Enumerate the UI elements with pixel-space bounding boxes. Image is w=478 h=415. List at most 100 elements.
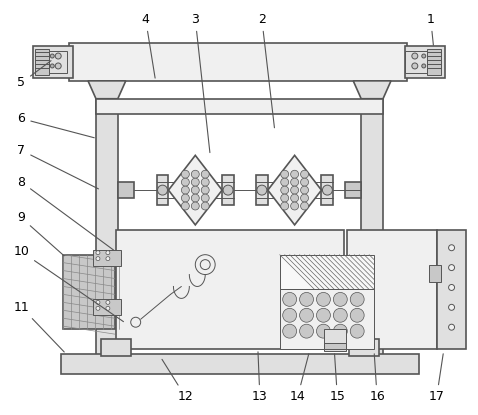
- Circle shape: [301, 186, 308, 194]
- Bar: [345, 182, 361, 198]
- Circle shape: [191, 194, 199, 202]
- Circle shape: [350, 324, 364, 338]
- Ellipse shape: [248, 281, 266, 322]
- Circle shape: [191, 178, 199, 186]
- Circle shape: [323, 185, 332, 195]
- Circle shape: [448, 245, 455, 251]
- Circle shape: [191, 202, 199, 210]
- Circle shape: [181, 186, 189, 194]
- Bar: [361, 99, 383, 359]
- Circle shape: [422, 64, 426, 68]
- Circle shape: [181, 202, 189, 210]
- Circle shape: [191, 170, 199, 178]
- Circle shape: [412, 63, 418, 69]
- Text: 12: 12: [162, 359, 193, 403]
- Bar: [49, 51, 67, 73]
- Circle shape: [106, 300, 110, 304]
- Circle shape: [106, 251, 110, 255]
- Circle shape: [130, 317, 141, 327]
- Bar: [61, 354, 419, 374]
- Circle shape: [181, 194, 189, 202]
- Bar: [321, 175, 333, 205]
- Circle shape: [96, 256, 100, 261]
- Circle shape: [191, 186, 199, 194]
- Circle shape: [333, 308, 348, 322]
- Circle shape: [350, 293, 364, 306]
- Polygon shape: [268, 155, 321, 225]
- Circle shape: [201, 178, 209, 186]
- Bar: [280, 289, 374, 349]
- Circle shape: [422, 54, 426, 58]
- Bar: [96, 99, 118, 359]
- Bar: [429, 265, 441, 283]
- Circle shape: [96, 251, 100, 255]
- Bar: [118, 182, 134, 198]
- Circle shape: [223, 185, 233, 195]
- Circle shape: [257, 185, 267, 195]
- Bar: [325, 329, 346, 351]
- Circle shape: [301, 202, 308, 210]
- Circle shape: [448, 265, 455, 271]
- Bar: [222, 175, 234, 205]
- Circle shape: [301, 178, 308, 186]
- Circle shape: [291, 202, 299, 210]
- Circle shape: [50, 64, 54, 68]
- Bar: [437, 230, 467, 349]
- Bar: [325, 343, 346, 349]
- Circle shape: [281, 186, 289, 194]
- Circle shape: [316, 293, 330, 306]
- Circle shape: [281, 170, 289, 178]
- Circle shape: [201, 202, 209, 210]
- Circle shape: [158, 185, 167, 195]
- Text: 15: 15: [329, 354, 345, 403]
- Text: 5: 5: [18, 61, 51, 89]
- Bar: [93, 299, 121, 315]
- Bar: [348, 230, 437, 349]
- Circle shape: [291, 186, 299, 194]
- Polygon shape: [88, 81, 126, 99]
- Text: 11: 11: [13, 301, 64, 352]
- Polygon shape: [353, 81, 391, 99]
- Circle shape: [282, 324, 297, 338]
- Bar: [157, 175, 168, 205]
- Circle shape: [201, 186, 209, 194]
- Circle shape: [291, 170, 299, 178]
- Circle shape: [281, 178, 289, 186]
- Circle shape: [96, 300, 100, 304]
- Text: 9: 9: [18, 211, 64, 256]
- Circle shape: [281, 194, 289, 202]
- Circle shape: [301, 194, 308, 202]
- Bar: [63, 255, 115, 329]
- Circle shape: [201, 170, 209, 178]
- Circle shape: [55, 53, 61, 59]
- Text: 2: 2: [258, 13, 274, 128]
- Text: 13: 13: [252, 352, 268, 403]
- Text: 16: 16: [369, 354, 385, 403]
- Circle shape: [448, 324, 455, 330]
- Circle shape: [55, 63, 61, 69]
- Circle shape: [333, 293, 348, 306]
- Text: 8: 8: [18, 176, 114, 250]
- Circle shape: [201, 194, 209, 202]
- Circle shape: [350, 308, 364, 322]
- Circle shape: [300, 308, 314, 322]
- Circle shape: [181, 170, 189, 178]
- Text: 17: 17: [429, 354, 445, 403]
- Circle shape: [106, 256, 110, 261]
- Text: 10: 10: [13, 245, 123, 322]
- Bar: [256, 175, 268, 205]
- Bar: [93, 250, 121, 266]
- Circle shape: [181, 178, 189, 186]
- Text: 6: 6: [18, 112, 94, 138]
- Circle shape: [301, 170, 308, 178]
- Circle shape: [300, 324, 314, 338]
- Text: 14: 14: [290, 354, 309, 403]
- Circle shape: [50, 54, 54, 58]
- Circle shape: [316, 324, 330, 338]
- Circle shape: [291, 178, 299, 186]
- Bar: [96, 99, 383, 114]
- Circle shape: [282, 308, 297, 322]
- Circle shape: [333, 324, 348, 338]
- Circle shape: [106, 306, 110, 310]
- Bar: [405, 46, 445, 78]
